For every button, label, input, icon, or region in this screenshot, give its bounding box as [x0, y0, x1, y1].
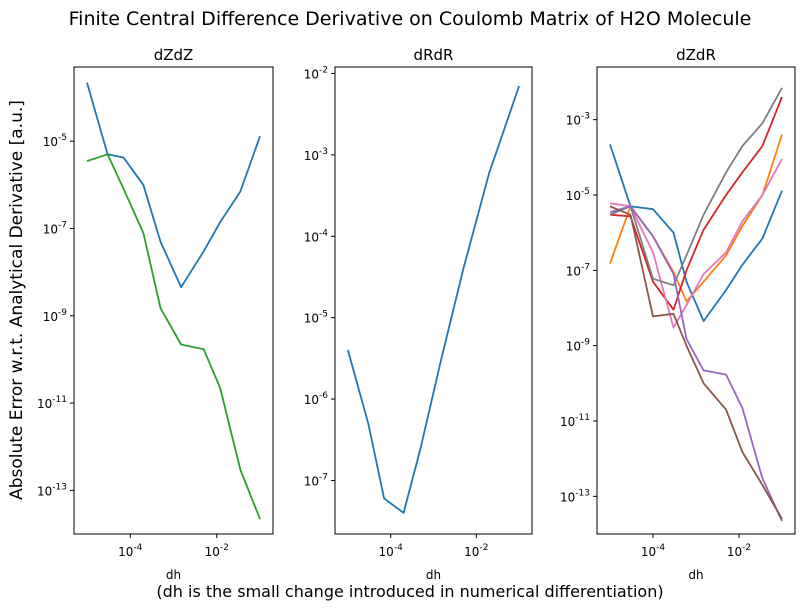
figure-ylabel: Absolute Error w.r.t. Analytical Derivat…	[7, 100, 27, 500]
plot-frame	[596, 66, 796, 535]
y-tick-label: 10-11	[560, 413, 590, 429]
y-tick-label: 10-3	[304, 147, 328, 163]
plot-area: 10-4 10-2 10-5 10-7 10-9 10-11 10-13	[37, 82, 261, 559]
series-line	[86, 82, 261, 289]
plot-area: 10-4 10-2 10-2 10-3 10-4 10-5 10-6 10-7	[304, 65, 520, 559]
y-tick-label: 10-9	[43, 308, 68, 324]
y-tick-label: 10-7	[566, 262, 590, 278]
y-tick-label: 10-2	[304, 65, 328, 81]
series-line	[609, 158, 783, 329]
y-tick-label: 10-4	[304, 228, 329, 244]
y-tick-label: 10-5	[304, 310, 328, 326]
panel-drdr: dRdR dh 10-4 10-2 10-2 10-3 10-4 10-5 10-6 10-7	[304, 46, 533, 582]
panel-title: dZdZ	[154, 46, 194, 64]
series-line	[86, 153, 261, 520]
x-axis-label: dh	[426, 568, 441, 582]
y-tick-label: 10-5	[43, 133, 67, 149]
x-tick-label: 10-2	[727, 543, 751, 559]
series-line	[609, 205, 783, 520]
plot-area: 10-4 10-2 10-3 10-5 10-7 10-9 10-11 10-13	[560, 87, 783, 559]
x-tick-label: 10-4	[641, 543, 666, 559]
x-axis-label: dh	[166, 568, 181, 582]
x-tick-label: 10-4	[118, 543, 143, 559]
y-tick-label: 10-6	[304, 391, 329, 407]
plot-frame	[73, 66, 274, 535]
panel-dzdz: dZdZ dh 10-4 10-2 10-5 10-7 10-9 10-11 10-13	[37, 46, 274, 582]
figure-title: Finite Central Difference Derivative on …	[69, 8, 752, 30]
series-line	[609, 96, 783, 311]
y-tick-label: 10-7	[43, 220, 67, 236]
x-tick-label: 10-2	[464, 543, 488, 559]
series-line	[609, 144, 783, 323]
y-tick-label: 10-5	[566, 187, 590, 203]
y-tick-label: 10-7	[304, 472, 328, 488]
y-tick-label: 10-13	[560, 488, 590, 504]
y-tick-label: 10-13	[37, 482, 67, 498]
figure-footer: (dh is the small change introduced in nu…	[156, 582, 663, 601]
panel-title: dZdR	[676, 46, 716, 64]
series-line	[609, 87, 783, 287]
x-tick-label: 10-4	[379, 543, 404, 559]
x-tick-label: 10-2	[205, 543, 229, 559]
panel-dzdr: dZdR dh 10-4 10-210-310-510-710-910-1110-…	[560, 46, 796, 582]
series-line	[609, 205, 783, 522]
y-tick-label: 10-3	[566, 112, 590, 128]
panel-title: dRdR	[414, 46, 454, 64]
series-line	[347, 85, 520, 514]
y-tick-label: 10-11	[37, 395, 67, 411]
x-axis-label: dh	[688, 568, 703, 582]
y-tick-label: 10-9	[566, 338, 591, 354]
plot-frame	[334, 66, 533, 535]
